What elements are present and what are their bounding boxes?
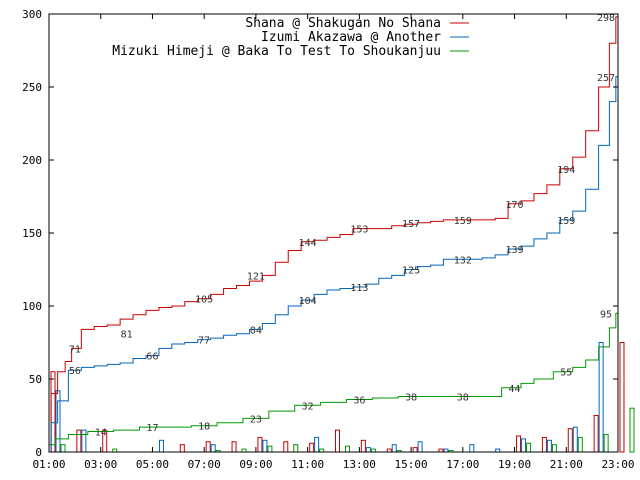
data-label-2: 104 (299, 296, 317, 307)
data-label-2: 84 (250, 325, 262, 336)
data-label-1: 153 (350, 225, 368, 236)
data-label-3: 18 (198, 422, 210, 433)
data-label-3: 36 (353, 395, 365, 406)
x-tick-label: 05:00 (136, 458, 169, 471)
x-tick-label: 21:00 (550, 458, 583, 471)
data-label-1: 105 (195, 295, 213, 306)
y-tick-label: 200 (22, 154, 42, 167)
data-labels: 71 81 105 121 144 153 157 159 170 194 298 56 66 77 84 1… (69, 13, 615, 439)
x-tick-label: 23:00 (601, 458, 634, 471)
y-tick-label: 250 (22, 81, 42, 94)
series-line-2 (49, 76, 618, 453)
data-label-1: 121 (247, 271, 265, 282)
legend-label-2: Izumi Akazawa @ Another (261, 30, 441, 45)
data-label-1: 298 (597, 13, 615, 24)
series-line-3 (49, 312, 618, 446)
legend-label-3: Mizuki Himeji @ Baka To Test To Shoukanj… (112, 44, 441, 59)
y-tick-label: 100 (22, 300, 42, 313)
x-tick-label: 03:00 (84, 458, 117, 471)
bar-1 (619, 342, 625, 453)
x-tick-label: 01:00 (32, 458, 65, 471)
x-tick-label: 07:00 (188, 458, 221, 471)
data-label-1: 81 (121, 330, 133, 341)
data-label-3: 44 (509, 384, 521, 395)
axes: 0 50 100 150 200 250 300 01:00 03:00 05:00 07:00 09… (22, 8, 634, 471)
data-label-3: 95 (600, 309, 612, 320)
data-label-3: 17 (146, 423, 158, 434)
y-tick-label: 50 (29, 373, 42, 386)
data-label-1: 194 (557, 165, 575, 176)
data-label-3: 32 (302, 401, 314, 412)
data-label-2: 257 (597, 73, 615, 84)
y-tick-label: 0 (35, 446, 42, 459)
data-label-1: 71 (69, 344, 81, 355)
cumulative-lines (49, 16, 618, 453)
x-tick-label: 11:00 (291, 458, 324, 471)
data-label-3: 14 (95, 428, 107, 439)
x-tick-label: 19:00 (498, 458, 531, 471)
series-line-1 (49, 16, 618, 453)
data-label-2: 132 (454, 255, 472, 266)
x-tick-label: 13:00 (343, 458, 376, 471)
data-label-1: 170 (506, 200, 524, 211)
data-label-2: 159 (557, 216, 575, 227)
data-label-1: 157 (402, 219, 420, 230)
data-label-1: 144 (299, 238, 317, 249)
y-tick-label: 300 (22, 8, 42, 21)
data-label-3: 23 (250, 414, 262, 425)
x-tick-label: 15:00 (395, 458, 428, 471)
data-label-2: 77 (198, 336, 210, 347)
bar-3 (629, 407, 635, 453)
y-tick-label: 150 (22, 227, 42, 240)
x-tick-label: 17:00 (446, 458, 479, 471)
x-tick-label: 09:00 (239, 458, 272, 471)
data-label-2: 139 (506, 245, 524, 256)
data-label-3: 55 (560, 368, 572, 379)
data-label-2: 56 (69, 366, 81, 377)
data-label-1: 159 (454, 216, 472, 227)
data-label-2: 125 (402, 266, 420, 277)
legend-label-1: Shana @ Shakugan No Shana (245, 16, 441, 31)
data-label-2: 113 (350, 283, 368, 294)
data-label-3: 38 (405, 393, 417, 404)
data-label-3: 38 (457, 393, 469, 404)
data-label-2: 66 (146, 352, 158, 363)
